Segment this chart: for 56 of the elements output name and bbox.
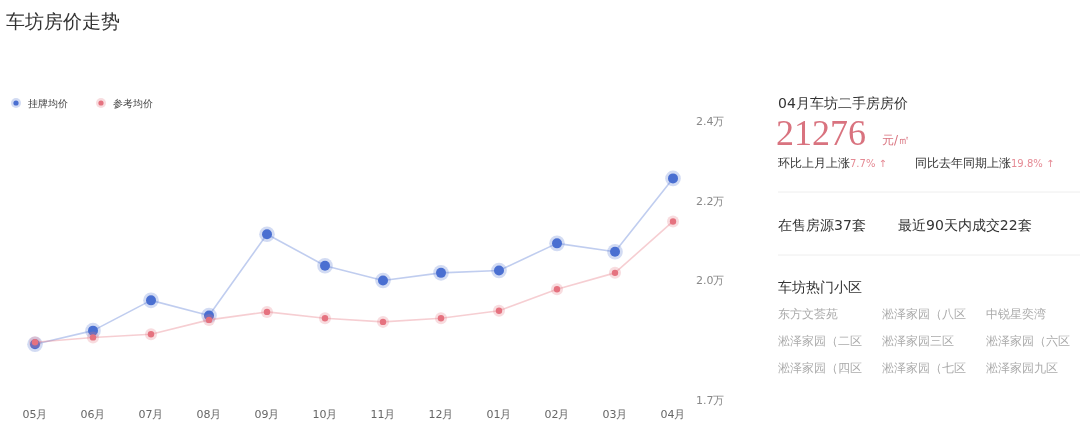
text: 04月车坊二手房房价 (778, 95, 908, 111)
x-tick-label: 12月 (428, 408, 454, 421)
x-tick-label: 10月 (312, 408, 338, 421)
point (319, 312, 331, 325)
point (665, 170, 681, 187)
point (203, 313, 215, 326)
point (609, 266, 621, 279)
text: 7.7% ↑ (850, 158, 887, 169)
y-tick-label: 2.2万 (696, 194, 725, 208)
point (375, 272, 391, 289)
x-tick-label: 11月 (370, 408, 396, 421)
y-tick-label: 1.7万 (696, 393, 725, 407)
text: 淞泽家园（二区 (778, 334, 862, 348)
text: 21276 (776, 113, 866, 153)
point (551, 283, 563, 296)
y-tick-label: 2.4万 (696, 114, 725, 128)
text: 东方文荟苑 (778, 307, 838, 321)
point (607, 243, 623, 260)
x-tick-label: 05月 (22, 408, 48, 421)
point (493, 304, 505, 317)
x-tick-label: 03月 (602, 408, 628, 421)
point (667, 215, 679, 228)
point (87, 331, 99, 344)
point (259, 226, 275, 242)
text: 最近90天内成交22套 (898, 217, 1032, 233)
text: 淞泽家园（七区 (882, 361, 966, 375)
text: 淞泽家园（八区 (882, 307, 966, 321)
x-tick-label: 07月 (138, 408, 164, 421)
text: 中锐星奕湾 (986, 307, 1046, 321)
point (377, 315, 389, 328)
point (143, 292, 159, 309)
point (317, 257, 333, 274)
text: 在售房源37套 (778, 217, 866, 233)
text: 淞泽家园（四区 (778, 361, 862, 375)
x-tick-label: 08月 (196, 408, 222, 421)
x-tick-label: 09月 (254, 408, 280, 421)
text: 车坊热门小区 (778, 279, 862, 295)
x-tick-label: 01月 (486, 408, 512, 421)
text: 元/㎡ (882, 133, 911, 147)
chart-title: 车坊房价走势 (6, 10, 120, 32)
point (261, 305, 273, 318)
x-tick-label: 04月 (660, 408, 686, 421)
point (491, 262, 507, 279)
x-tick-label: 06月 (80, 408, 106, 421)
text: 19.8% ↑ (1011, 158, 1055, 169)
point (435, 312, 447, 325)
point (433, 265, 449, 281)
text: 淞泽家园九区 (986, 361, 1058, 375)
text: 淞泽家园三区 (882, 334, 954, 348)
legend-label: 参考均价 (113, 97, 153, 109)
point (549, 235, 565, 252)
x-tick-label: 02月 (544, 408, 570, 421)
text: 淞泽家园（六区 (986, 334, 1070, 348)
y-tick-label: 2.0万 (696, 274, 725, 288)
point (145, 328, 157, 341)
legend-label: 挂牌均价 (28, 97, 68, 109)
